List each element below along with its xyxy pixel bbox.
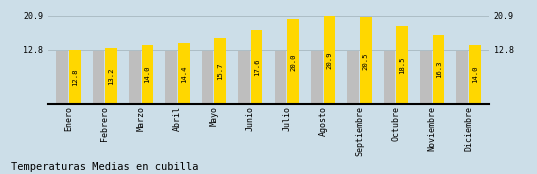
Bar [251, 30, 263, 104]
Text: Temperaturas Medias en cubilla: Temperaturas Medias en cubilla [11, 162, 198, 172]
Bar [165, 51, 177, 104]
Bar [92, 51, 104, 104]
Bar [274, 51, 286, 104]
Text: 12.8: 12.8 [72, 68, 78, 86]
Bar [69, 50, 81, 104]
Bar [347, 51, 359, 104]
Text: 17.6: 17.6 [253, 58, 260, 76]
Bar [202, 51, 213, 104]
Bar [360, 17, 372, 104]
Bar [287, 19, 299, 104]
Bar [214, 38, 226, 104]
Text: 18.5: 18.5 [399, 56, 405, 74]
Text: 20.9: 20.9 [326, 51, 332, 69]
Bar [56, 51, 68, 104]
Bar [129, 51, 141, 104]
Text: 14.0: 14.0 [472, 66, 478, 83]
Bar [396, 26, 408, 104]
Text: 14.0: 14.0 [144, 66, 150, 83]
Bar [105, 48, 117, 104]
Bar [420, 51, 432, 104]
Bar [433, 35, 445, 104]
Bar [311, 51, 323, 104]
Bar [324, 15, 335, 104]
Text: 16.3: 16.3 [436, 61, 441, 78]
Text: 14.4: 14.4 [181, 65, 187, 82]
Bar [178, 43, 190, 104]
Bar [142, 45, 154, 104]
Bar [238, 51, 250, 104]
Text: 15.7: 15.7 [217, 62, 223, 80]
Bar [469, 45, 481, 104]
Text: 20.0: 20.0 [290, 53, 296, 71]
Bar [456, 51, 468, 104]
Bar [383, 51, 395, 104]
Text: 13.2: 13.2 [108, 68, 114, 85]
Text: 20.5: 20.5 [363, 52, 369, 70]
